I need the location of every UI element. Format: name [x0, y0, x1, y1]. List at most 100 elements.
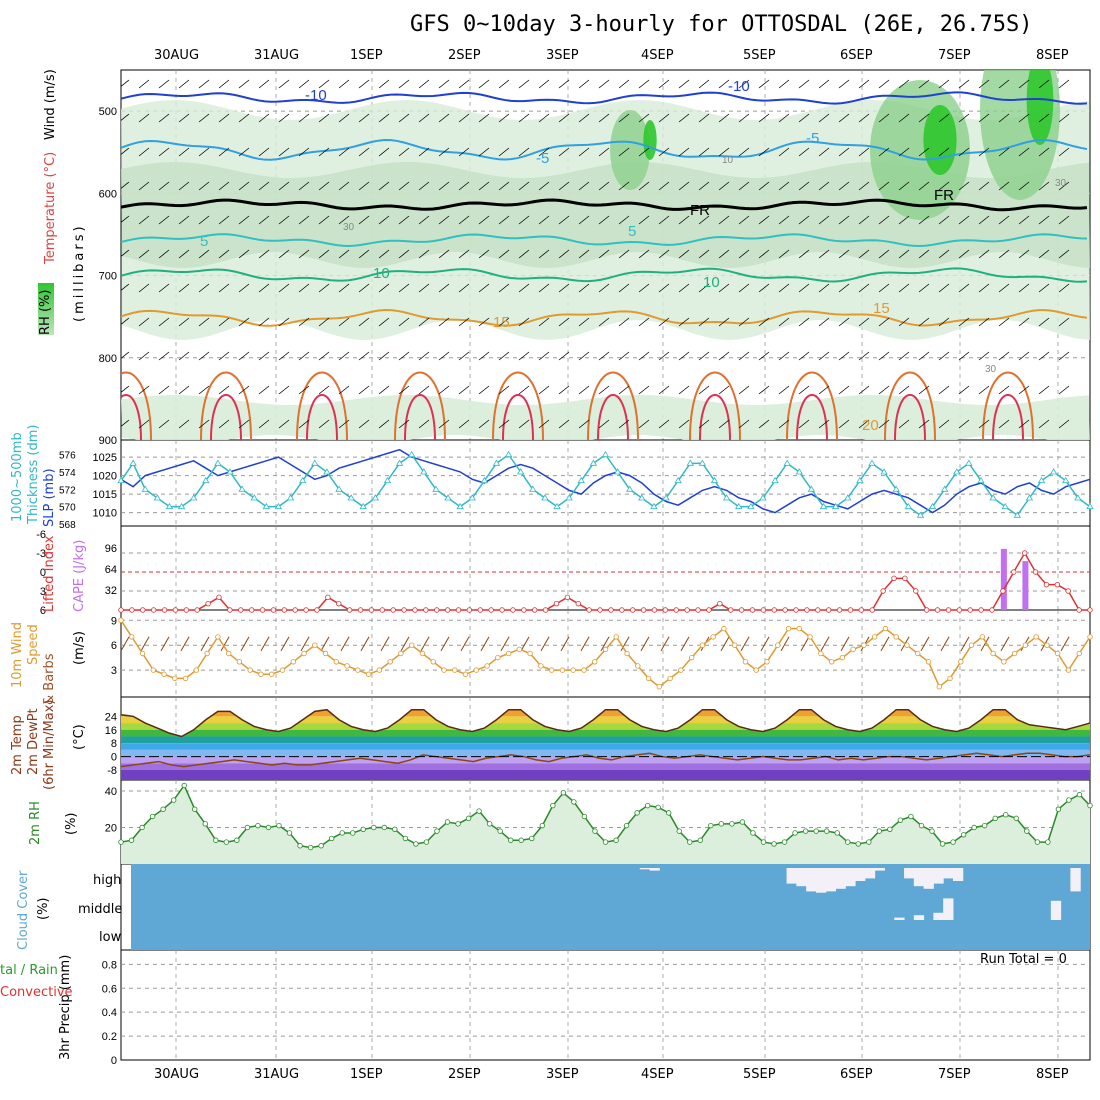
wind-barb: [758, 317, 770, 327]
isotherm-label: -5: [806, 130, 819, 147]
wind-barb: [978, 147, 990, 157]
wind-barb: [738, 215, 750, 225]
wind-barb: [178, 181, 190, 191]
wind-barb: [838, 181, 850, 191]
wind-barb: [318, 419, 330, 429]
rh-point: [929, 828, 935, 834]
temp-tick: 16: [105, 725, 117, 737]
wind-barb: [778, 249, 790, 259]
wind-barb: [258, 283, 270, 293]
temp-tick: 24: [105, 711, 117, 723]
wind-barb: [198, 215, 210, 225]
rh-shading: [121, 395, 1090, 440]
wind-speed-point: [990, 650, 996, 657]
li-point: [891, 575, 897, 582]
wind-barb: [378, 385, 390, 395]
thickness-point: [1037, 476, 1046, 484]
wind-barb: [298, 215, 310, 225]
wind-barb: [738, 113, 750, 123]
rh-point: [918, 822, 925, 829]
wind-barb: [818, 147, 830, 157]
li-point: [1076, 607, 1082, 613]
rh-point: [265, 824, 272, 831]
isotherm-20-loop: [587, 371, 639, 440]
wind-speed-point: [958, 659, 964, 665]
thickness-point: [577, 476, 585, 484]
wind-barb: [338, 419, 350, 429]
wind-barb: [718, 317, 730, 327]
wind-speed-point: [1065, 667, 1072, 673]
wind-barb: [738, 147, 750, 157]
wind-barb: [978, 317, 990, 327]
thickness-point: [626, 485, 634, 492]
wind-barb: [438, 147, 450, 157]
thickness-tick: 570: [59, 503, 76, 514]
wind-barb: [718, 147, 730, 157]
wind-barb: [418, 215, 430, 225]
precip-tick: 0.4: [102, 1007, 117, 1019]
high-cloud-gap: [815, 868, 827, 893]
wind-barb: [918, 215, 930, 225]
wind-barb: [678, 79, 690, 89]
wind-barb: [238, 79, 250, 89]
wind-barb: [638, 79, 650, 89]
wind-barb: [638, 419, 650, 429]
wind-barb: [818, 419, 830, 429]
wind-barb: [698, 419, 710, 429]
thickness-point: [589, 459, 598, 466]
rh-point: [981, 822, 988, 829]
surface-wind-barb: [340, 636, 350, 652]
wind-barb: [878, 79, 890, 89]
wind-barb: [518, 147, 530, 157]
wind-barb: [298, 283, 310, 293]
wind-barb: [518, 419, 530, 429]
wind-barb: [1058, 317, 1070, 327]
wind-barb: [121, 351, 130, 359]
li-point: [858, 607, 865, 613]
wind-barb: [418, 147, 430, 157]
rh-point: [802, 828, 809, 834]
thickness-point: [916, 511, 925, 518]
wind-speed-point: [936, 684, 942, 690]
wind-barb: [278, 283, 290, 293]
wind-barb: [858, 215, 870, 225]
wind-barb: [238, 317, 250, 327]
wind-barb: [918, 181, 930, 191]
wind-barb: [738, 385, 750, 395]
surface-wind-barb: [420, 636, 430, 652]
wind-barb: [638, 215, 650, 225]
wind-barb: [678, 147, 690, 157]
thickness-point: [129, 459, 137, 466]
wind-barb: [918, 113, 930, 123]
wind-barb: [178, 317, 190, 327]
wind-speed-point: [721, 625, 727, 632]
wind-barb: [198, 419, 210, 429]
thickness-point: [468, 494, 476, 501]
thickness-point: [529, 485, 537, 492]
wind-barb: [198, 317, 210, 327]
rh-point: [887, 826, 893, 833]
wind-barb: [718, 215, 730, 225]
wind-barb: [418, 79, 430, 89]
wind-barb: [158, 215, 170, 225]
p1-temp-label: Temperature (°C): [43, 151, 58, 264]
rh-contour-label: 30: [1055, 178, 1067, 189]
wind-barb: [438, 419, 450, 429]
wind-barb: [1038, 215, 1050, 225]
rh-point: [718, 821, 725, 827]
wind-barb: [778, 351, 790, 361]
wind-barb: [738, 283, 750, 293]
li-point: [510, 607, 516, 613]
date-label-bottom: 30AUG: [154, 1067, 200, 1082]
wind-barb: [438, 385, 450, 395]
wind-barb: [298, 419, 310, 429]
rh-point: [855, 841, 861, 847]
wind-barb: [498, 283, 510, 293]
li-point: [205, 600, 211, 607]
rh-point: [1013, 815, 1019, 822]
wind-barb: [818, 79, 830, 89]
wind-barb: [158, 249, 170, 259]
p4-wind-label: 10m Wind: [10, 621, 25, 688]
thickness-point: [807, 485, 816, 492]
wind-speed-point: [893, 634, 899, 640]
